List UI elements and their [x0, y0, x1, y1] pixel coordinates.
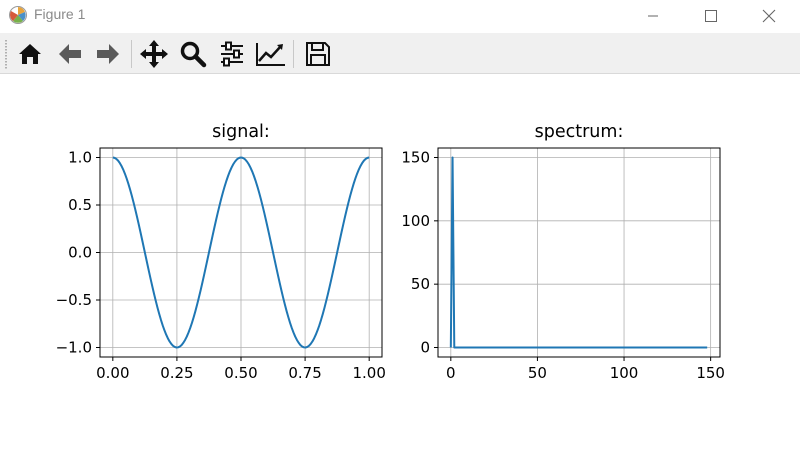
x-tick-label: 0.50 — [224, 364, 257, 382]
y-tick-label: 1.0 — [68, 149, 92, 167]
figure-canvas[interactable]: 0.00 0.25 0.50 0.75 1.00 1.0 0.5 0.0 −0.5 −1.0 sig… — [0, 74, 800, 452]
y-tick-label: 150 — [401, 149, 430, 167]
x-tick-label: 0.00 — [96, 364, 129, 382]
back-arrow-icon — [59, 44, 81, 64]
y-tick-label: −1.0 — [56, 339, 92, 357]
sliders-icon — [221, 41, 243, 67]
y-tick-label: 0.0 — [68, 244, 92, 262]
x-tick-label: 1.00 — [352, 364, 385, 382]
move-icon — [140, 40, 168, 68]
maximize-icon — [705, 9, 717, 22]
subplot-2: 0 50 100 150 0 50 100 150 spectrum: — [401, 122, 725, 382]
toolbar-grip[interactable] — [5, 40, 7, 70]
minimize-icon — [648, 15, 658, 16]
toolbar-separator — [293, 40, 294, 68]
series-line — [112, 156, 370, 349]
toolbar-separator — [131, 40, 132, 68]
forward-arrow-icon — [97, 44, 119, 64]
home-icon — [19, 44, 41, 64]
configure-subplots-button[interactable] — [216, 38, 248, 70]
x-tick-label: 100 — [610, 364, 639, 382]
close-icon — [762, 9, 776, 22]
close-button[interactable] — [746, 0, 792, 31]
zoom-button[interactable] — [177, 38, 209, 70]
x-tick-label: 0.75 — [288, 364, 321, 382]
y-tick-label: 50 — [411, 275, 430, 293]
magnifier-icon — [180, 41, 207, 68]
y-tick-label: 0 — [420, 339, 430, 357]
title-bar: Figure 1 — [0, 0, 800, 31]
maximize-button[interactable] — [688, 0, 734, 31]
subplot-title: spectrum: — [535, 122, 624, 142]
y-tick-label: −0.5 — [56, 291, 92, 309]
minimize-button[interactable] — [630, 0, 676, 31]
edit-axes-button[interactable] — [255, 38, 287, 70]
subplot-title: signal: — [212, 122, 270, 142]
navigation-toolbar — [0, 33, 800, 74]
save-button[interactable] — [302, 38, 334, 70]
chart-line-icon — [256, 43, 285, 66]
forward-button[interactable] — [92, 38, 124, 70]
home-button[interactable] — [14, 38, 46, 70]
x-tick-label: 50 — [528, 364, 547, 382]
x-tick-label: 0.25 — [160, 364, 193, 382]
axes-frame — [437, 147, 721, 358]
y-tick-label: 100 — [401, 212, 430, 230]
subplot-1: 0.00 0.25 0.50 0.75 1.00 1.0 0.5 0.0 −0.5 −1.0 sig… — [56, 122, 386, 382]
series-line — [449, 156, 708, 349]
x-tick-label: 0 — [446, 364, 456, 382]
x-tick-label: 150 — [696, 364, 725, 382]
back-button[interactable] — [54, 38, 86, 70]
floppy-disk-icon — [306, 42, 330, 66]
y-tick-label: 0.5 — [68, 196, 92, 214]
window-title: Figure 1 — [34, 6, 86, 22]
pan-button[interactable] — [138, 38, 170, 70]
matplotlib-logo-icon — [9, 6, 27, 24]
